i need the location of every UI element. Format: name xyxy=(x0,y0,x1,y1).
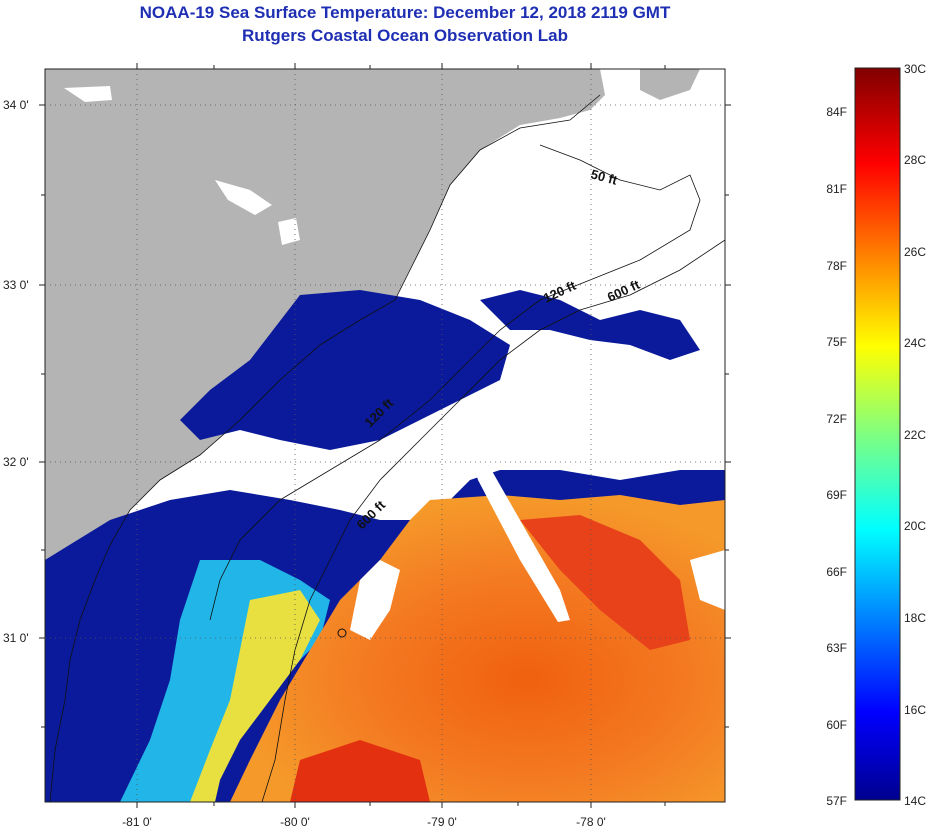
lat-label: 33 0' xyxy=(3,278,29,292)
map-frame xyxy=(44,68,726,803)
fahrenheit-label: 78F xyxy=(826,259,847,273)
celsius-label: 26C xyxy=(904,245,926,259)
graticule xyxy=(45,69,725,802)
celsius-label: 20C xyxy=(904,519,926,533)
celsius-label: 16C xyxy=(904,703,926,717)
lat-label: 32 0' xyxy=(3,455,29,469)
lake xyxy=(215,180,272,215)
lon-label: -78 0' xyxy=(576,815,606,829)
sst-hot-patch xyxy=(290,740,430,802)
coastline xyxy=(49,94,601,802)
map-title: NOAA-19 Sea Surface Temperature: Decembe… xyxy=(139,3,671,22)
cloud-streak xyxy=(465,440,570,622)
lat-label: 34 0' xyxy=(3,98,29,112)
lon-label: -80 0' xyxy=(280,815,310,829)
station-marker xyxy=(337,628,347,638)
cloud-streak xyxy=(350,560,400,640)
celsius-label: 30C xyxy=(904,62,926,76)
sst-map: 34 0' 33 0' 32 0' 31 0' -81 0' -80 0' -7… xyxy=(3,63,731,829)
sst-transition-yellow xyxy=(190,590,320,802)
colorbar: 84F 81F 78F 75F 72F 69F 66F 63F 60F 57F … xyxy=(826,62,926,808)
tick-marks xyxy=(39,63,731,808)
celsius-label: 14C xyxy=(904,794,926,808)
sst-cold-band xyxy=(180,290,510,450)
fahrenheit-label: 81F xyxy=(826,182,847,196)
isobath-label: 50 ft xyxy=(589,166,619,188)
lon-label: -79 0' xyxy=(427,815,457,829)
fahrenheit-label: 75F xyxy=(826,335,847,349)
sst-hot-core xyxy=(520,515,690,650)
isobath-120ft xyxy=(261,239,725,802)
lat-label: 31 0' xyxy=(3,631,29,645)
fahrenheit-label: 72F xyxy=(826,412,847,426)
fahrenheit-label: 69F xyxy=(826,488,847,502)
celsius-label: 24C xyxy=(904,336,926,350)
fahrenheit-label: 63F xyxy=(826,641,847,655)
lake xyxy=(64,86,112,102)
cloud-patch-east xyxy=(690,550,725,610)
celsius-label: 18C xyxy=(904,611,926,625)
colorbar-gradient xyxy=(854,67,901,801)
lon-label: -81 0' xyxy=(122,815,152,829)
isobath-50ft xyxy=(209,144,701,621)
celsius-label: 28C xyxy=(904,153,926,167)
lake xyxy=(278,218,300,245)
land-mass xyxy=(45,69,605,802)
fahrenheit-label: 66F xyxy=(826,565,847,579)
fahrenheit-label: 60F xyxy=(826,718,847,732)
sst-cold-band-north xyxy=(480,290,700,360)
land-patch-ne xyxy=(640,69,700,100)
fahrenheit-label: 57F xyxy=(826,794,847,808)
fahrenheit-label: 84F xyxy=(826,105,847,119)
map-subtitle: Rutgers Coastal Ocean Observation Lab xyxy=(242,26,568,45)
celsius-label: 22C xyxy=(904,428,926,442)
